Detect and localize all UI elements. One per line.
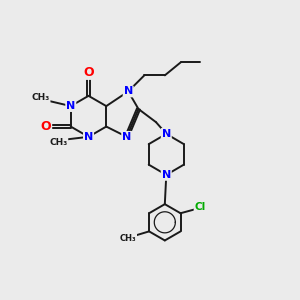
- Text: Cl: Cl: [194, 202, 206, 212]
- Text: CH₃: CH₃: [49, 138, 68, 147]
- Text: N: N: [84, 132, 93, 142]
- Text: N: N: [162, 170, 171, 180]
- Text: N: N: [162, 129, 171, 139]
- Text: CH₃: CH₃: [120, 234, 136, 243]
- Text: N: N: [124, 86, 133, 96]
- Text: CH₃: CH₃: [32, 93, 50, 102]
- Text: O: O: [40, 120, 51, 133]
- Text: N: N: [122, 132, 131, 142]
- Text: N: N: [66, 101, 75, 111]
- Text: O: O: [83, 66, 94, 79]
